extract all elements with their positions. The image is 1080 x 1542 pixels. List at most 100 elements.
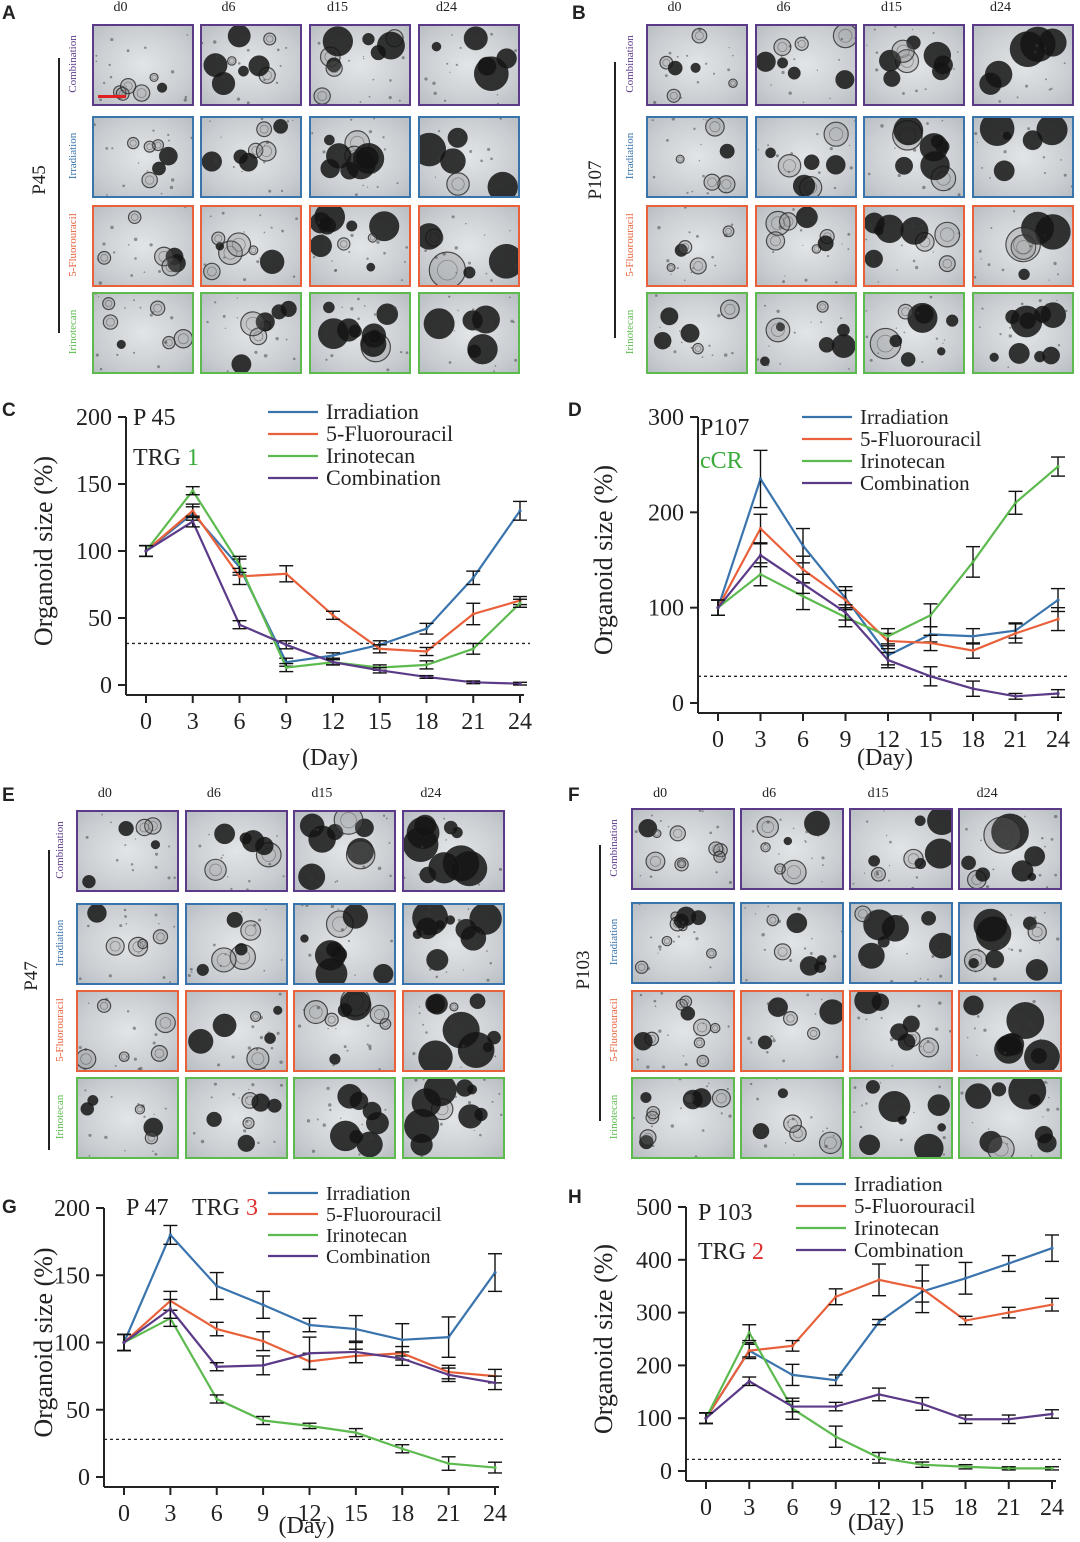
data-point (518, 682, 522, 686)
data-point (920, 1402, 924, 1406)
data-point (747, 1331, 751, 1335)
data-point (747, 1379, 751, 1383)
x-tick-label: 12 (298, 1501, 322, 1527)
x-tick-label: 18 (390, 1501, 414, 1527)
organoid-micrograph (972, 116, 1074, 198)
x-tick-label: 24 (1046, 727, 1070, 753)
day-column-label: d15 (881, 0, 903, 15)
panel-letter-F: F (568, 785, 580, 806)
panel-letter-H: H (568, 1187, 582, 1208)
data-point (834, 1378, 838, 1382)
organoid-micrograph (92, 24, 194, 106)
legend-label: Irinotecan (326, 443, 415, 468)
panel-letter-C: C (2, 400, 16, 421)
treatment-row-label: Irinotecan (67, 309, 79, 355)
panel-letter-G: G (2, 1197, 17, 1218)
organoid-micrograph (863, 292, 965, 374)
data-point (237, 574, 242, 579)
organoid-micrograph (76, 1077, 179, 1159)
data-point (447, 1373, 451, 1377)
data-point (920, 1287, 924, 1291)
data-point (1056, 464, 1060, 469)
y-tick-label: 200 (54, 1196, 90, 1222)
data-point (758, 553, 763, 557)
series-line-irinotecan (145, 488, 521, 669)
data-point (971, 648, 975, 653)
x-tick-label: 0 (118, 1501, 130, 1527)
data-point (928, 674, 933, 678)
data-point (886, 634, 890, 638)
legend-label: Combination (326, 1246, 430, 1268)
data-point (801, 567, 805, 572)
x-axis-label: (Day) (857, 745, 913, 771)
legend-label: Irradiation (326, 399, 419, 424)
data-point (424, 663, 429, 667)
data-point (447, 1461, 451, 1466)
organoid-micrograph (755, 24, 857, 106)
y-tick-label: 0 (660, 1459, 672, 1485)
data-point (877, 1456, 881, 1460)
organoid-micrograph (958, 990, 1062, 1072)
data-point (168, 1307, 172, 1311)
organoid-micrograph (92, 116, 194, 198)
organoid-micrograph (293, 903, 396, 985)
treatment-row-label: 5-Fluorouracil (54, 998, 66, 1062)
y-tick-label: 200 (648, 500, 684, 526)
organoid-micrograph (631, 808, 735, 890)
data-point (424, 649, 429, 654)
organoid-micrograph (755, 205, 857, 287)
y-tick-label: 500 (636, 1195, 672, 1221)
chart-C: 0 50 100 150 200 0 3 6 9 12 15 18 21 24 (Day) Organoid … (29, 399, 532, 771)
organoid-micrograph (849, 990, 953, 1072)
organoid-micrograph (646, 24, 748, 106)
trg-label: TRG 3 (192, 1195, 258, 1221)
organoid-micrograph (849, 808, 953, 890)
data-point (284, 572, 288, 576)
y-tick-label: 100 (648, 596, 684, 622)
data-point (354, 1327, 358, 1331)
x-tick-label: 9 (257, 1501, 269, 1527)
data-point (215, 1397, 219, 1401)
y-tick-label: 150 (54, 1263, 90, 1289)
legend-label: Irradiation (854, 1172, 943, 1196)
day-column-label: d6 (221, 0, 236, 15)
data-point (400, 1447, 404, 1451)
data-point (215, 1365, 219, 1369)
x-tick-label: 15 (368, 709, 392, 735)
chart-D: 0 100 200 300 0 3 6 9 12 15 18 21 24 (Day) Organoid si… (589, 405, 1070, 771)
organoid-micrograph (76, 903, 179, 985)
chart-H: 0 100 200 300 400 500 0 3 6 9 12 15 18 21 24 (Day) Organ… (589, 1172, 1064, 1536)
organoid-micrograph (418, 205, 520, 287)
legend-label: Irinotecan (854, 1216, 940, 1240)
legend-label: 5-Fluorouracil (854, 1194, 975, 1218)
chart-title: P 47 (126, 1195, 168, 1221)
organoid-micrograph (309, 205, 411, 287)
data-point (801, 544, 805, 548)
data-point (758, 572, 763, 576)
legend-label: Irinotecan (860, 449, 946, 473)
organoid-micrograph (631, 1077, 735, 1159)
x-tick-label: 18 (954, 1495, 978, 1521)
day-column-label: d24 (976, 786, 998, 801)
x-axis-label: (Day) (302, 745, 358, 771)
organoid-micrograph (309, 116, 411, 198)
organoid-micrograph (740, 808, 844, 890)
data-point (1056, 598, 1060, 602)
organoid-micrograph (755, 292, 857, 374)
data-point (928, 613, 933, 617)
day-column-label: d24 (990, 0, 1012, 15)
organoid-micrograph (863, 116, 965, 198)
legend-label: Combination (860, 471, 970, 495)
trg-value: 2 (752, 1239, 764, 1265)
organoid-micrograph (200, 116, 302, 198)
x-tick-label: 21 (1004, 727, 1028, 753)
data-point (237, 623, 242, 627)
day-column-label: d6 (776, 0, 791, 15)
legend-label: Irradiation (860, 405, 949, 429)
treatment-row-label: Irinotecan (54, 1094, 66, 1140)
data-point (331, 653, 335, 658)
series-line-5-fluorouracil (145, 509, 521, 653)
organoid-micrograph (92, 292, 194, 374)
treatment-row-label: Irradiation (67, 132, 79, 180)
organoid-micrograph (958, 902, 1062, 984)
